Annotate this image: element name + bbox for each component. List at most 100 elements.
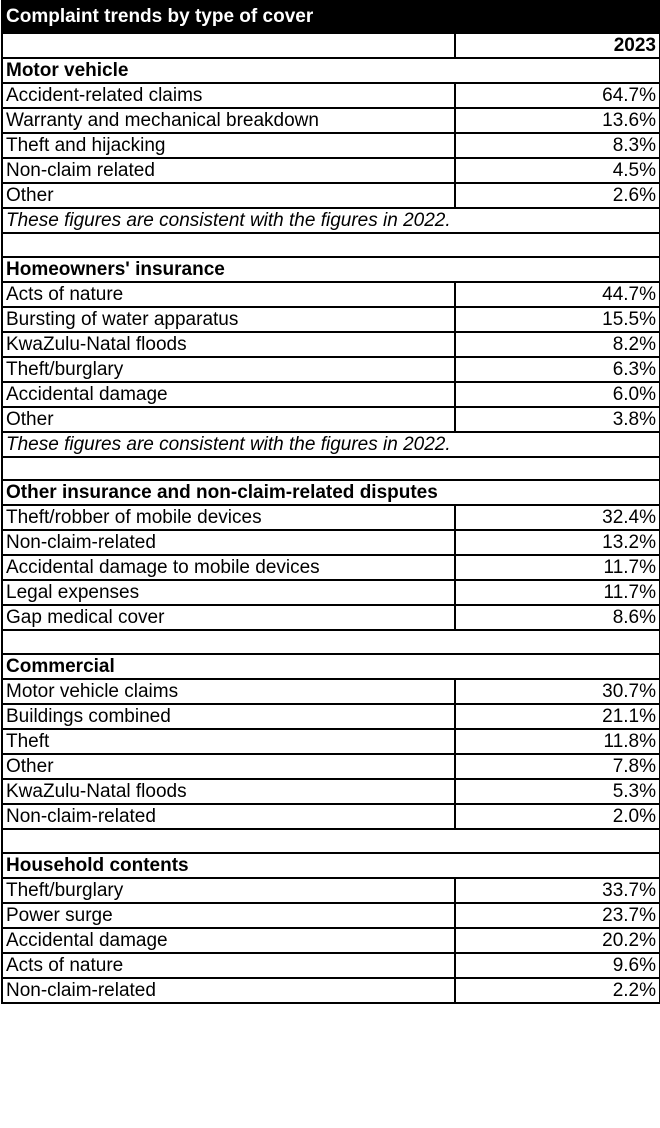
table-row: Other 7.8% [1, 753, 660, 781]
section-heading: Commercial [0, 653, 660, 681]
table-row: Theft 11.8% [1, 728, 660, 756]
row-value: 44.7% [453, 280, 660, 308]
table-row: Accident-related claims 64.7% [1, 82, 660, 109]
row-label: Non-claim-related [1, 529, 456, 557]
table-row: Theft/burglary 33.7% [1, 876, 660, 904]
table-row: Non-claim-related 2.0% [1, 803, 660, 831]
row-value: 64.7% [453, 82, 660, 109]
section-heading: Homeowners' insurance [0, 255, 660, 283]
row-value: 11.8% [453, 728, 660, 756]
row-value: 21.1% [453, 703, 660, 731]
table-row: Non-claim-related 2.2% [1, 976, 660, 1004]
spacer-cell [0, 232, 660, 258]
table-row: Theft/burglary 6.3% [1, 355, 660, 383]
complaint-trends-table: Complaint trends by type of cover 2023 M… [0, 0, 660, 1004]
spacer-row [0, 629, 660, 656]
year-header: 2023 [453, 32, 660, 59]
spacer-cell [0, 629, 660, 656]
row-label: Theft/burglary [1, 876, 456, 904]
row-value: 2.2% [453, 976, 660, 1004]
table-row: Other 3.8% [1, 405, 660, 433]
row-value: 9.6% [453, 951, 660, 979]
row-label: Other [1, 405, 456, 433]
spacer-cell [0, 828, 660, 854]
table-row: Accidental damage to mobile devices 11.7% [1, 554, 660, 582]
row-label: KwaZulu-Natal floods [1, 330, 456, 358]
section-heading-row: Commercial [0, 653, 660, 681]
row-value: 8.2% [453, 330, 660, 358]
table-row: Non-claim-related 13.2% [1, 529, 660, 557]
spacer-row [0, 232, 660, 258]
table-row: KwaZulu-Natal floods 8.2% [1, 330, 660, 358]
row-value: 11.7% [453, 554, 660, 582]
row-label: Accident-related claims [1, 82, 456, 109]
table-title-row: Complaint trends by type of cover [0, 0, 660, 34]
row-label: Acts of nature [1, 280, 456, 308]
table-row: Bursting of water apparatus 15.5% [1, 305, 660, 333]
year-header-row: 2023 [1, 32, 660, 59]
row-label: KwaZulu-Natal floods [1, 778, 456, 806]
row-value: 6.3% [453, 355, 660, 383]
section-note: These figures are consistent with the fi… [0, 207, 660, 234]
spacer-row [0, 828, 660, 854]
row-label: Accidental damage to mobile devices [1, 554, 456, 582]
section-heading: Other insurance and non-claim-related di… [0, 479, 660, 507]
row-label: Theft and hijacking [1, 132, 456, 159]
row-label: Non-claim-related [1, 803, 456, 831]
table-row: Non-claim related 4.5% [1, 157, 660, 184]
row-value: 2.0% [453, 803, 660, 831]
blank-header-cell [1, 32, 456, 59]
table-row: Buildings combined 21.1% [1, 703, 660, 731]
section-note-row: These figures are consistent with the fi… [0, 207, 660, 234]
row-value: 23.7% [453, 901, 660, 929]
section-heading-row: Household contents [0, 851, 660, 879]
table-row: Acts of nature 44.7% [1, 280, 660, 308]
row-value: 13.2% [453, 529, 660, 557]
row-label: Accidental damage [1, 926, 456, 954]
row-value: 8.3% [453, 132, 660, 159]
table-row: Motor vehicle claims 30.7% [1, 678, 660, 706]
row-label: Accidental damage [1, 380, 456, 408]
section-heading-row: Motor vehicle [0, 57, 660, 84]
table-row: Acts of nature 9.6% [1, 951, 660, 979]
row-value: 33.7% [453, 876, 660, 904]
table-row: Accidental damage 20.2% [1, 926, 660, 954]
row-label: Other [1, 753, 456, 781]
row-label: Bursting of water apparatus [1, 305, 456, 333]
row-value: 11.7% [453, 579, 660, 607]
table-title: Complaint trends by type of cover [0, 0, 660, 34]
row-label: Acts of nature [1, 951, 456, 979]
row-value: 6.0% [453, 380, 660, 408]
row-label: Motor vehicle claims [1, 678, 456, 706]
table-row: Warranty and mechanical breakdown 13.6% [1, 107, 660, 134]
table-row: Theft and hijacking 8.3% [1, 132, 660, 159]
row-value: 5.3% [453, 778, 660, 806]
section-heading: Motor vehicle [0, 57, 660, 84]
table-row: Other 2.6% [1, 182, 660, 209]
row-label: Power surge [1, 901, 456, 929]
table-row: Legal expenses 11.7% [1, 579, 660, 607]
row-value: 7.8% [453, 753, 660, 781]
table-row: Theft/robber of mobile devices 32.4% [1, 504, 660, 532]
row-value: 20.2% [453, 926, 660, 954]
row-value: 8.6% [453, 604, 660, 632]
row-label: Non-claim-related [1, 976, 456, 1004]
row-value: 13.6% [453, 107, 660, 134]
table-row: Power surge 23.7% [1, 901, 660, 929]
row-value: 15.5% [453, 305, 660, 333]
table-row: KwaZulu-Natal floods 5.3% [1, 778, 660, 806]
row-label: Theft [1, 728, 456, 756]
row-label: Buildings combined [1, 703, 456, 731]
section-heading-row: Homeowners' insurance [0, 255, 660, 283]
row-label: Gap medical cover [1, 604, 456, 632]
row-label: Non-claim related [1, 157, 456, 184]
row-value: 4.5% [453, 157, 660, 184]
row-label: Other [1, 182, 456, 209]
table-row: Gap medical cover 8.6% [1, 604, 660, 632]
row-label: Warranty and mechanical breakdown [1, 107, 456, 134]
spacer-cell [0, 455, 660, 482]
row-value: 32.4% [453, 504, 660, 532]
row-value: 3.8% [453, 405, 660, 433]
row-label: Theft/robber of mobile devices [1, 504, 456, 532]
section-heading: Household contents [0, 851, 660, 879]
